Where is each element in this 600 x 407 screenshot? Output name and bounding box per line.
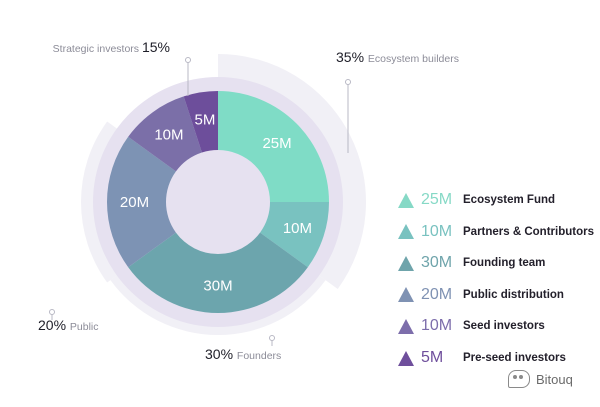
group-band	[110, 271, 326, 336]
group-callout: 20% Public	[38, 317, 99, 333]
triangle-icon	[398, 350, 414, 366]
triangle-icon	[398, 192, 414, 208]
callout-dot	[49, 309, 55, 315]
legend-value: 10M	[421, 222, 453, 240]
legend-value: 30M	[421, 254, 453, 272]
legend-item: 10M Seed investors	[398, 314, 545, 338]
legend-label: Partners & Contributors	[463, 225, 594, 238]
legend-label: Founding team	[463, 257, 546, 270]
slice-4	[128, 96, 202, 172]
watermark: Bitouq	[508, 370, 573, 388]
legend-item: 5M Pre-seed investors	[398, 346, 566, 370]
triangle-icon	[398, 287, 414, 303]
legend-value: 10M	[421, 317, 453, 335]
slice-label: 10M	[154, 126, 183, 143]
legend-label: Ecosystem Fund	[463, 194, 556, 206]
triangle-icon	[398, 224, 414, 240]
watermark-text: Bitouq	[536, 371, 573, 387]
legend-value: 20M	[421, 285, 453, 303]
triangle-icon	[398, 255, 414, 271]
group-band	[80, 121, 123, 283]
group-band	[218, 54, 366, 289]
legend-label: Seed investors	[463, 320, 545, 333]
slice-5	[183, 91, 218, 153]
legend-item: 30M Founding team	[398, 251, 545, 275]
legend-item: 20M Public distribution	[398, 283, 564, 307]
legend-item: 25M Ecosystem Fund	[398, 188, 555, 212]
group-callout: Strategic investors 15%	[53, 39, 170, 55]
legend-label: Pre-seed investors	[463, 352, 566, 364]
slice-3	[107, 136, 176, 268]
triangle-icon	[398, 318, 414, 334]
chat-bubble-icon	[508, 370, 530, 388]
slice-1	[260, 202, 329, 268]
legend-value: 25M	[421, 191, 453, 208]
slice-label: 20M	[120, 194, 149, 211]
group-callout: 30% Founders	[205, 346, 281, 362]
callout-dot	[269, 335, 275, 341]
callout-dot	[185, 57, 191, 63]
slice-label: 5M	[195, 112, 216, 129]
legend-value: 5M	[421, 349, 444, 366]
slice-label: 30M	[203, 278, 232, 295]
group-callout: 35% Ecosystem builders	[336, 49, 459, 65]
slice-label: 10M	[283, 220, 312, 237]
slice-0	[218, 91, 329, 202]
legend-label: Public distribution	[463, 288, 564, 301]
slice-label: 25M	[262, 135, 291, 152]
callout-dot	[345, 79, 351, 85]
legend-item: 10M Partners & Contributors	[398, 220, 594, 244]
slice-2	[128, 232, 308, 314]
